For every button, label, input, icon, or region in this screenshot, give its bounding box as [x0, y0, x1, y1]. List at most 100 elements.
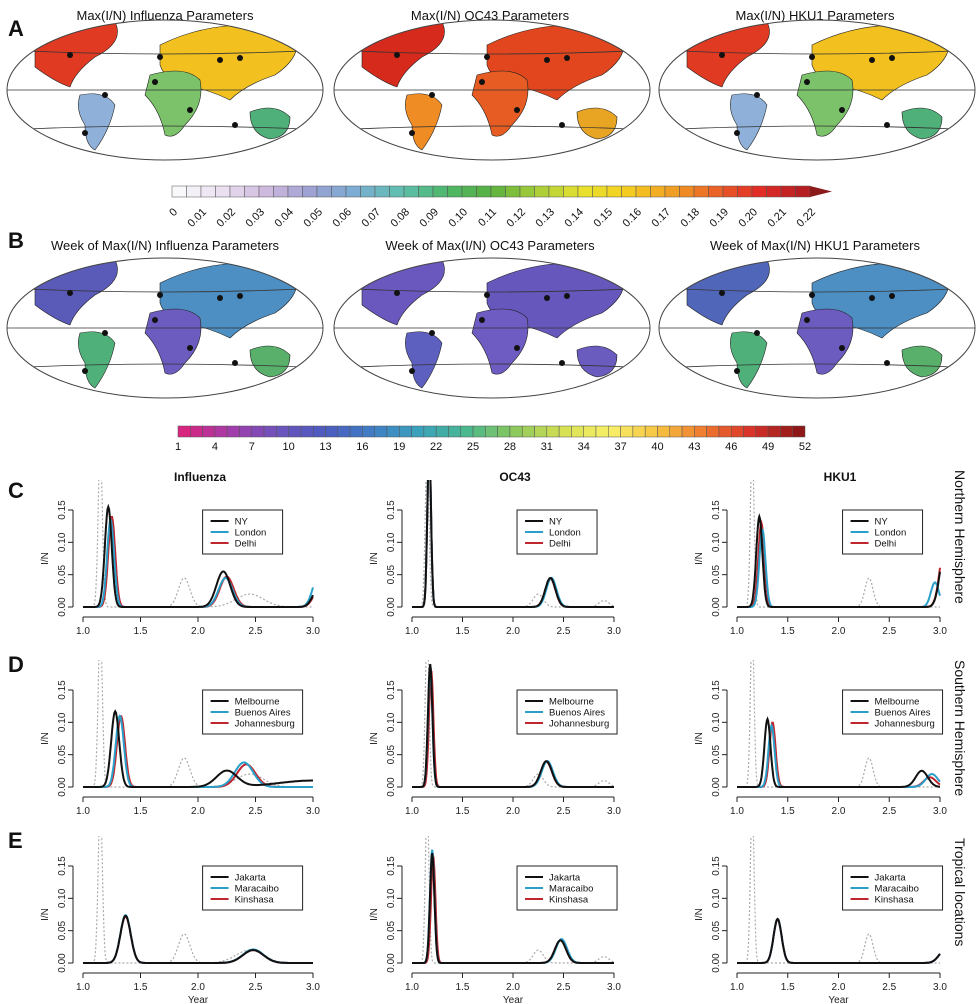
continent [471, 70, 529, 137]
continent [405, 331, 443, 389]
legend-label: NY [549, 517, 563, 528]
x-tick-label: 1.0 [405, 982, 419, 993]
city-marker [217, 295, 223, 301]
y-tick-label: 0.15 [57, 500, 68, 520]
city-marker [719, 52, 725, 58]
city-marker [869, 295, 875, 301]
x-tick-label: 1.0 [76, 982, 90, 993]
city-marker [82, 368, 88, 374]
x-tick-label: 2.0 [506, 806, 520, 817]
city-marker [884, 122, 890, 128]
x-tick-label: 1.5 [456, 982, 470, 993]
y-tick-label: 0.05 [57, 744, 68, 764]
city-marker [754, 92, 760, 98]
continent [730, 93, 768, 151]
x-tick-label: 1.5 [134, 626, 148, 637]
line-chart-panel: 1.0 1.5 2.0 2.5 3.0 0.00 0.05 0.10 0.15 I/N Year Ja… [40, 836, 320, 1004]
latitude-line [334, 363, 650, 369]
colorbar-tick-label: 37 [614, 441, 626, 453]
latitude-line [334, 287, 650, 293]
series-line-melbourne [737, 716, 940, 788]
continent [901, 345, 943, 378]
map-title: Week of Max(I/N) OC43 Parameters [385, 238, 595, 253]
line-chart-panel: 1.0 1.5 2.0 2.5 3.0 0.00 0.05 0.10 0.15 I/N Melbou… [40, 660, 320, 817]
legend-label: Buenos Aires [235, 708, 291, 719]
city-marker [82, 130, 88, 136]
city-marker [394, 290, 400, 296]
line-chart-panel: 1.0 1.5 2.0 2.5 3.0 0.00 0.05 0.10 0.15 I/N Melbou… [694, 660, 947, 817]
y-tick-label: 0.00 [57, 953, 68, 973]
x-tick-label: 2.5 [882, 806, 896, 817]
x-tick-label: 1.5 [456, 626, 470, 637]
y-tick-label: 0.00 [711, 953, 722, 973]
city-marker [754, 330, 760, 336]
x-tick-label: 2.5 [557, 626, 571, 637]
city-marker [889, 293, 895, 299]
y-tick-label: 0.00 [57, 777, 68, 797]
city-marker [217, 57, 223, 63]
plot-area [412, 836, 615, 964]
continent [249, 345, 291, 378]
city-marker [839, 345, 845, 351]
city-marker [394, 52, 400, 58]
colorbar-tick-label: 7 [249, 441, 255, 453]
legend-label: Buenos Aires [875, 708, 931, 719]
map-layer [334, 258, 650, 398]
world-maps: 0 0.01 0.02 0.03 0.04 0.05 0.06 0.07 0.08 0.09 0.1… [6, 19, 976, 453]
legend-label: London [875, 528, 907, 539]
city-marker [237, 293, 243, 299]
legend-box [516, 509, 598, 555]
panel-letter-a: A [8, 16, 24, 41]
city-marker [804, 79, 810, 85]
city-marker [67, 52, 73, 58]
series-line-ny [412, 480, 614, 608]
latitude-line [7, 49, 323, 55]
world-map [333, 19, 651, 161]
continent [78, 93, 116, 151]
colorbar-tick-label: 4 [212, 441, 218, 453]
y-tick-label: 0.15 [386, 856, 397, 876]
city-marker [102, 92, 108, 98]
legend-label: Delhi [235, 539, 257, 550]
legend-label: Melbourne [549, 697, 594, 708]
legend-label: Johannesburg [875, 719, 935, 730]
y-axis-label: I/N [369, 552, 380, 565]
y-tick-label: 0.15 [57, 856, 68, 876]
y-tick-label: 0.10 [386, 532, 397, 552]
continent [796, 70, 854, 137]
world-map [333, 257, 651, 399]
x-tick-label: 2.0 [191, 806, 205, 817]
legend-label: Melbourne [235, 697, 280, 708]
x-tick-label: 3.0 [607, 982, 621, 993]
colorbar-tick-label: 10 [283, 441, 295, 453]
colorbar-tick-label: 46 [725, 441, 737, 453]
city-marker [889, 55, 895, 61]
x-tick-label: 2.5 [249, 806, 263, 817]
city-marker [232, 360, 238, 366]
latitude-line [659, 287, 975, 293]
series-line-kinshasa [83, 915, 313, 964]
series-line-maracaibo [83, 914, 313, 964]
y-tick-label: 0.00 [386, 777, 397, 797]
x-tick-label: 1.5 [134, 982, 148, 993]
city-marker [839, 107, 845, 113]
continent [249, 107, 291, 140]
plot-area [737, 480, 941, 608]
panel-letter-c: C [8, 478, 24, 503]
city-marker [187, 345, 193, 351]
legend-label: Jakarta [875, 873, 907, 884]
y-tick-label: 0.05 [386, 564, 397, 584]
map-outline [6, 257, 324, 399]
line-chart-panel: 1.0 1.5 2.0 2.5 3.0 0.00 0.05 0.10 0.15 I/N NYLond… [694, 480, 947, 637]
continent [144, 70, 202, 137]
line-chart-panel: 1.0 1.5 2.0 2.5 3.0 0.00 0.05 0.10 0.15 I/N NYLond… [40, 480, 320, 637]
panel-letter-e: E [8, 828, 23, 853]
city-marker [559, 360, 565, 366]
city-marker [809, 54, 815, 60]
y-tick-label: 0.05 [711, 744, 722, 764]
continent [405, 93, 443, 151]
x-tick-label: 2.0 [191, 626, 205, 637]
y-tick-label: 0.10 [57, 888, 68, 908]
latitude-line [659, 49, 975, 55]
colorbar-arrow [810, 186, 832, 197]
